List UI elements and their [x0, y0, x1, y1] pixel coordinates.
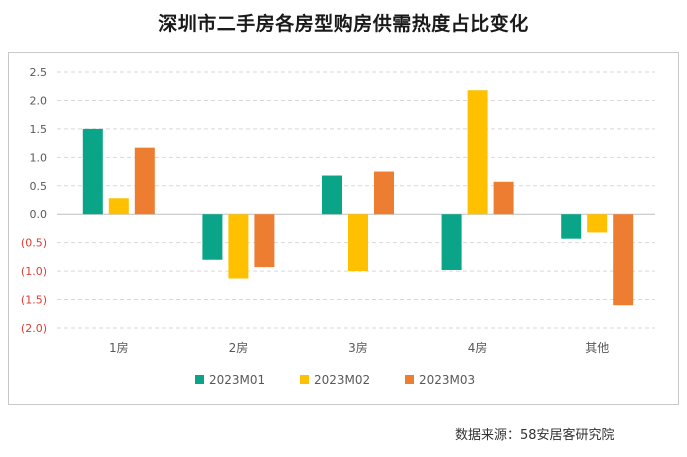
- legend-label: 2023M02: [314, 373, 370, 387]
- data-source-note: 数据来源：58安居客研究院: [455, 428, 615, 443]
- legend-swatch-2023M01: [195, 375, 204, 384]
- y-tick-label: 0.5: [30, 180, 48, 193]
- category-label: 其他: [585, 341, 609, 355]
- chart-title: 深圳市二手房各房型购房供需热度占比变化: [158, 13, 529, 35]
- y-tick-label: 0.0: [30, 208, 48, 221]
- legend-label: 2023M03: [419, 373, 475, 387]
- category-label: 2房: [229, 340, 249, 355]
- y-tick-label: (1.0): [21, 265, 47, 278]
- legend-label: 2023M01: [209, 373, 265, 387]
- bar-2023M03-3: [493, 181, 514, 215]
- y-tick-label: 2.5: [30, 66, 48, 79]
- y-tick-label: (1.5): [21, 294, 47, 307]
- bar-2023M02-2: [348, 214, 368, 272]
- y-tick-label: (0.5): [21, 237, 47, 250]
- y-tick-label: 2.0: [30, 94, 48, 107]
- legend-swatch-2023M02: [300, 375, 309, 384]
- category-label: 3房: [348, 340, 368, 355]
- bar-2023M02-1: [228, 214, 249, 279]
- y-tick-label: 1.5: [30, 123, 48, 136]
- y-tick-label: 1.0: [30, 151, 48, 164]
- bar-2023M03-1: [254, 214, 275, 268]
- bar-2023M02-3: [467, 90, 488, 215]
- bar-2023M01-0: [82, 128, 103, 215]
- category-label: 4房: [468, 340, 488, 355]
- bar-2023M03-0: [134, 147, 155, 215]
- legend-swatch-2023M03: [405, 375, 414, 384]
- category-label: 1房: [109, 340, 129, 355]
- bar-2023M03-4: [613, 214, 634, 306]
- bar-2023M01-4: [561, 214, 582, 239]
- y-tick-label: (2.0): [21, 322, 47, 335]
- bar-2023M01-3: [441, 214, 462, 270]
- chart-frame: [8, 52, 679, 405]
- bar-2023M02-0: [108, 198, 129, 215]
- bar-2023M01-1: [202, 214, 223, 260]
- bar-2023M03-2: [374, 171, 394, 215]
- bar-2023M02-4: [587, 214, 608, 233]
- bar-2023M01-2: [322, 175, 342, 215]
